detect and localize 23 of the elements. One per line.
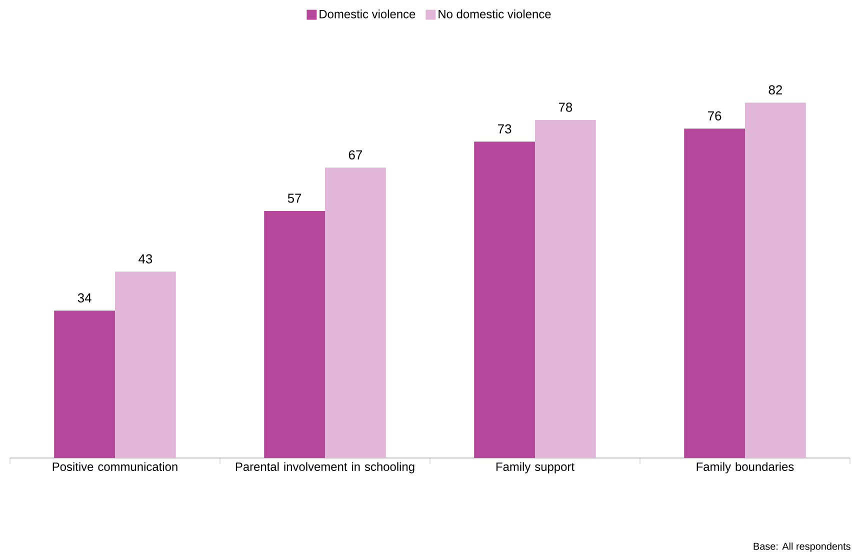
x-tick-label: Family boundaries (696, 462, 794, 474)
data-label: 73 (498, 124, 512, 134)
legend-label: No domestic violence (438, 10, 551, 18)
legend-label: Domestic violence (320, 10, 416, 18)
x-tick-label: Family support (496, 462, 574, 474)
data-label: 67 (348, 150, 362, 160)
data-label: 78 (558, 102, 572, 112)
text: Base: All respondents (754, 542, 850, 552)
data-label: 34 (78, 293, 92, 302)
bar (325, 168, 386, 458)
bar (115, 272, 176, 458)
bar (684, 128, 746, 458)
bar (54, 310, 115, 458)
x-tick-label: Positive communication (52, 462, 178, 471)
bar (745, 102, 806, 458)
data-label: 43 (138, 254, 152, 264)
bar (474, 142, 536, 458)
data-label: 76 (708, 111, 722, 120)
bar (535, 120, 596, 458)
data-label: 82 (768, 85, 782, 94)
x-tick-label: Parental involvement in schooling (236, 462, 414, 474)
bar (264, 210, 325, 458)
data-label: 57 (288, 194, 302, 203)
